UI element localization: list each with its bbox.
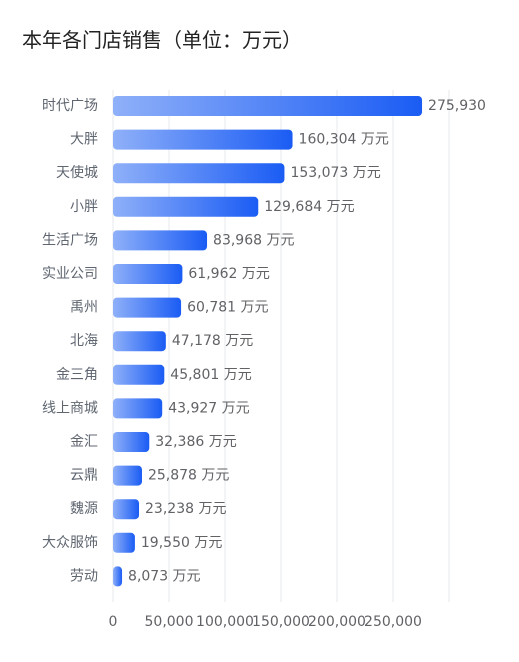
bar[interactable] xyxy=(113,230,208,251)
bar[interactable] xyxy=(113,432,150,452)
data-label: 153,073 万元 xyxy=(290,165,380,181)
bar[interactable] xyxy=(113,465,142,486)
data-label: 43,927 万元 xyxy=(168,400,249,416)
x-tick-label: 250,000 xyxy=(364,614,422,630)
x-tick-label: 0 xyxy=(109,614,118,630)
bar[interactable] xyxy=(113,297,182,318)
category-label: 北海 xyxy=(70,333,98,349)
category-label: 小胖 xyxy=(70,199,98,215)
x-tick-label: 100,000 xyxy=(196,614,254,630)
bar[interactable] xyxy=(113,532,135,553)
bar[interactable] xyxy=(113,129,293,150)
data-label: 47,178 万元 xyxy=(172,333,253,349)
data-label: 23,238 万元 xyxy=(145,501,226,517)
bar[interactable] xyxy=(113,96,423,116)
bar[interactable] xyxy=(113,364,165,385)
data-label: 129,684 万元 xyxy=(264,199,354,215)
category-label: 生活广场 xyxy=(42,232,98,248)
data-label: 275,930 xyxy=(428,98,486,114)
category-label: 金汇 xyxy=(70,434,98,450)
data-label: 160,304 万元 xyxy=(299,132,389,148)
category-label: 时代广场 xyxy=(42,98,98,114)
bar[interactable] xyxy=(113,264,183,284)
x-tick-label: 200,000 xyxy=(308,614,366,630)
x-tick-label: 50,000 xyxy=(145,614,194,630)
bar[interactable] xyxy=(113,398,163,419)
category-label: 劳动 xyxy=(70,568,98,584)
category-label: 云鼎 xyxy=(70,468,98,484)
data-label: 25,878 万元 xyxy=(148,468,229,484)
x-tick-label: 150,000 xyxy=(252,614,310,630)
data-label: 60,781 万元 xyxy=(187,300,268,316)
bar[interactable] xyxy=(113,163,285,184)
data-label: 32,386 万元 xyxy=(155,434,236,450)
bar[interactable] xyxy=(113,499,140,520)
category-label: 大众服饰 xyxy=(42,535,98,551)
data-label: 83,968 万元 xyxy=(213,232,294,248)
category-label: 实业公司 xyxy=(42,266,98,282)
category-label: 线上商城 xyxy=(42,400,98,416)
data-label: 8,073 万元 xyxy=(128,568,201,584)
category-label: 魏源 xyxy=(70,501,98,517)
category-label: 禹州 xyxy=(70,300,98,316)
category-label: 大胖 xyxy=(70,132,98,148)
category-label: 金三角 xyxy=(56,367,98,383)
data-label: 19,550 万元 xyxy=(141,535,222,551)
data-label: 45,801 万元 xyxy=(170,367,251,383)
bar[interactable] xyxy=(113,331,166,352)
category-label: 天使城 xyxy=(56,164,98,181)
bar[interactable] xyxy=(113,196,259,217)
data-label: 61,962 万元 xyxy=(188,266,269,282)
chart-title: 本年各门店销售（单位：万元） xyxy=(22,28,302,52)
bar[interactable] xyxy=(113,566,123,587)
